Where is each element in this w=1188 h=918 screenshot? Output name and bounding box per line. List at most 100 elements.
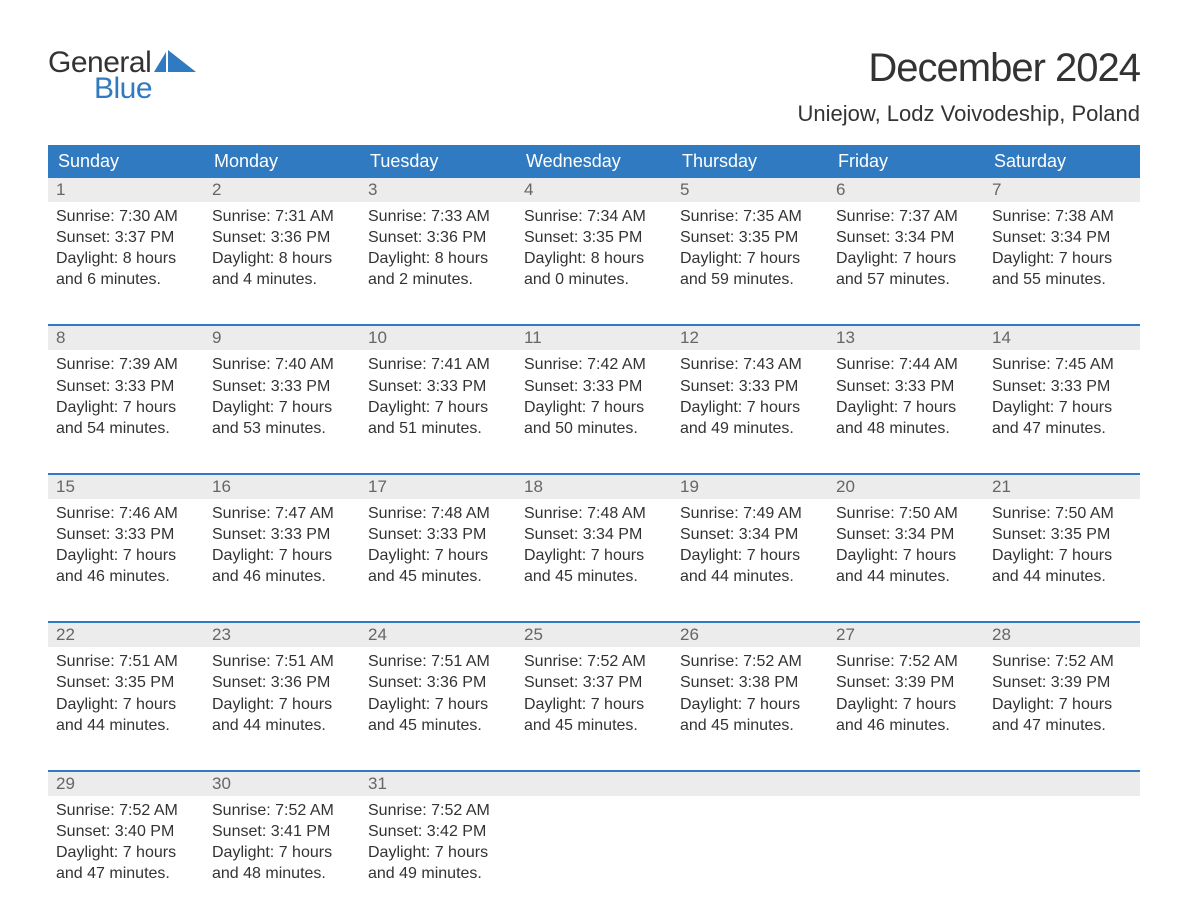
calendar-week: 22232425262728Sunrise: 7:51 AMSunset: 3:… — [48, 621, 1140, 741]
day-details: Sunrise: 7:46 AMSunset: 3:33 PMDaylight:… — [48, 499, 204, 593]
day-number: 30 — [204, 772, 360, 796]
weekday-header: Tuesday — [360, 145, 516, 178]
day-details — [672, 796, 828, 890]
calendar-week: 891011121314Sunrise: 7:39 AMSunset: 3:33… — [48, 324, 1140, 444]
day-details: Sunrise: 7:39 AMSunset: 3:33 PMDaylight:… — [48, 350, 204, 444]
day-details: Sunrise: 7:33 AMSunset: 3:36 PMDaylight:… — [360, 202, 516, 296]
day-details — [984, 796, 1140, 890]
day-details: Sunrise: 7:52 AMSunset: 3:37 PMDaylight:… — [516, 647, 672, 741]
day-number: 1 — [48, 178, 204, 202]
logo-text-blue: Blue — [94, 72, 196, 106]
daynum-row: 891011121314 — [48, 326, 1140, 350]
day-details: Sunrise: 7:52 AMSunset: 3:42 PMDaylight:… — [360, 796, 516, 890]
details-row: Sunrise: 7:51 AMSunset: 3:35 PMDaylight:… — [48, 647, 1140, 741]
day-number: 10 — [360, 326, 516, 350]
day-details: Sunrise: 7:47 AMSunset: 3:33 PMDaylight:… — [204, 499, 360, 593]
details-row: Sunrise: 7:39 AMSunset: 3:33 PMDaylight:… — [48, 350, 1140, 444]
month-title: December 2024 — [798, 46, 1140, 91]
day-number — [984, 772, 1140, 796]
day-number: 19 — [672, 475, 828, 499]
weekday-header-row: Sunday Monday Tuesday Wednesday Thursday… — [48, 145, 1140, 178]
day-number: 31 — [360, 772, 516, 796]
day-details: Sunrise: 7:52 AMSunset: 3:39 PMDaylight:… — [984, 647, 1140, 741]
day-number: 7 — [984, 178, 1140, 202]
day-details: Sunrise: 7:50 AMSunset: 3:35 PMDaylight:… — [984, 499, 1140, 593]
day-number: 14 — [984, 326, 1140, 350]
day-number: 3 — [360, 178, 516, 202]
daynum-row: 1234567 — [48, 178, 1140, 202]
day-details: Sunrise: 7:40 AMSunset: 3:33 PMDaylight:… — [204, 350, 360, 444]
day-number: 15 — [48, 475, 204, 499]
calendar-week: 1234567Sunrise: 7:30 AMSunset: 3:37 PMDa… — [48, 178, 1140, 296]
day-details: Sunrise: 7:42 AMSunset: 3:33 PMDaylight:… — [516, 350, 672, 444]
daynum-row: 15161718192021 — [48, 475, 1140, 499]
day-details: Sunrise: 7:45 AMSunset: 3:33 PMDaylight:… — [984, 350, 1140, 444]
weekday-header: Thursday — [672, 145, 828, 178]
day-details: Sunrise: 7:51 AMSunset: 3:36 PMDaylight:… — [360, 647, 516, 741]
day-number: 22 — [48, 623, 204, 647]
location-subtitle: Uniejow, Lodz Voivodeship, Poland — [798, 101, 1140, 127]
day-number: 28 — [984, 623, 1140, 647]
day-details: Sunrise: 7:52 AMSunset: 3:38 PMDaylight:… — [672, 647, 828, 741]
day-details: Sunrise: 7:31 AMSunset: 3:36 PMDaylight:… — [204, 202, 360, 296]
day-number: 8 — [48, 326, 204, 350]
page-header: General Blue December 2024 Uniejow, Lodz… — [48, 46, 1140, 127]
day-details: Sunrise: 7:51 AMSunset: 3:36 PMDaylight:… — [204, 647, 360, 741]
day-number: 17 — [360, 475, 516, 499]
day-number: 25 — [516, 623, 672, 647]
weekday-header: Wednesday — [516, 145, 672, 178]
day-number: 16 — [204, 475, 360, 499]
day-number: 20 — [828, 475, 984, 499]
weekday-header: Sunday — [48, 145, 204, 178]
day-details: Sunrise: 7:30 AMSunset: 3:37 PMDaylight:… — [48, 202, 204, 296]
day-number: 18 — [516, 475, 672, 499]
day-details: Sunrise: 7:34 AMSunset: 3:35 PMDaylight:… — [516, 202, 672, 296]
day-number: 27 — [828, 623, 984, 647]
day-number — [672, 772, 828, 796]
day-details: Sunrise: 7:48 AMSunset: 3:33 PMDaylight:… — [360, 499, 516, 593]
weekday-header: Saturday — [984, 145, 1140, 178]
details-row: Sunrise: 7:30 AMSunset: 3:37 PMDaylight:… — [48, 202, 1140, 296]
weekday-header: Friday — [828, 145, 984, 178]
day-number: 9 — [204, 326, 360, 350]
day-number: 2 — [204, 178, 360, 202]
day-details: Sunrise: 7:52 AMSunset: 3:41 PMDaylight:… — [204, 796, 360, 890]
day-number: 21 — [984, 475, 1140, 499]
day-details: Sunrise: 7:35 AMSunset: 3:35 PMDaylight:… — [672, 202, 828, 296]
weekday-header: Monday — [204, 145, 360, 178]
details-row: Sunrise: 7:52 AMSunset: 3:40 PMDaylight:… — [48, 796, 1140, 890]
day-details: Sunrise: 7:50 AMSunset: 3:34 PMDaylight:… — [828, 499, 984, 593]
day-details: Sunrise: 7:37 AMSunset: 3:34 PMDaylight:… — [828, 202, 984, 296]
day-details: Sunrise: 7:44 AMSunset: 3:33 PMDaylight:… — [828, 350, 984, 444]
day-details: Sunrise: 7:52 AMSunset: 3:40 PMDaylight:… — [48, 796, 204, 890]
day-number: 5 — [672, 178, 828, 202]
day-details — [516, 796, 672, 890]
day-details: Sunrise: 7:43 AMSunset: 3:33 PMDaylight:… — [672, 350, 828, 444]
daynum-row: 293031 — [48, 772, 1140, 796]
day-details — [828, 796, 984, 890]
day-details: Sunrise: 7:49 AMSunset: 3:34 PMDaylight:… — [672, 499, 828, 593]
day-number: 24 — [360, 623, 516, 647]
day-number: 12 — [672, 326, 828, 350]
day-number — [516, 772, 672, 796]
day-number: 26 — [672, 623, 828, 647]
details-row: Sunrise: 7:46 AMSunset: 3:33 PMDaylight:… — [48, 499, 1140, 593]
day-details: Sunrise: 7:52 AMSunset: 3:39 PMDaylight:… — [828, 647, 984, 741]
calendar-week: 15161718192021Sunrise: 7:46 AMSunset: 3:… — [48, 473, 1140, 593]
day-number: 11 — [516, 326, 672, 350]
day-number: 6 — [828, 178, 984, 202]
day-number: 13 — [828, 326, 984, 350]
day-number: 4 — [516, 178, 672, 202]
day-number: 23 — [204, 623, 360, 647]
day-details: Sunrise: 7:48 AMSunset: 3:34 PMDaylight:… — [516, 499, 672, 593]
logo: General Blue — [48, 46, 196, 106]
day-number: 29 — [48, 772, 204, 796]
calendar-week: 293031Sunrise: 7:52 AMSunset: 3:40 PMDay… — [48, 770, 1140, 890]
day-details: Sunrise: 7:41 AMSunset: 3:33 PMDaylight:… — [360, 350, 516, 444]
daynum-row: 22232425262728 — [48, 623, 1140, 647]
day-number — [828, 772, 984, 796]
calendar: Sunday Monday Tuesday Wednesday Thursday… — [48, 145, 1140, 890]
title-block: December 2024 Uniejow, Lodz Voivodeship,… — [798, 46, 1140, 127]
day-details: Sunrise: 7:38 AMSunset: 3:34 PMDaylight:… — [984, 202, 1140, 296]
day-details: Sunrise: 7:51 AMSunset: 3:35 PMDaylight:… — [48, 647, 204, 741]
